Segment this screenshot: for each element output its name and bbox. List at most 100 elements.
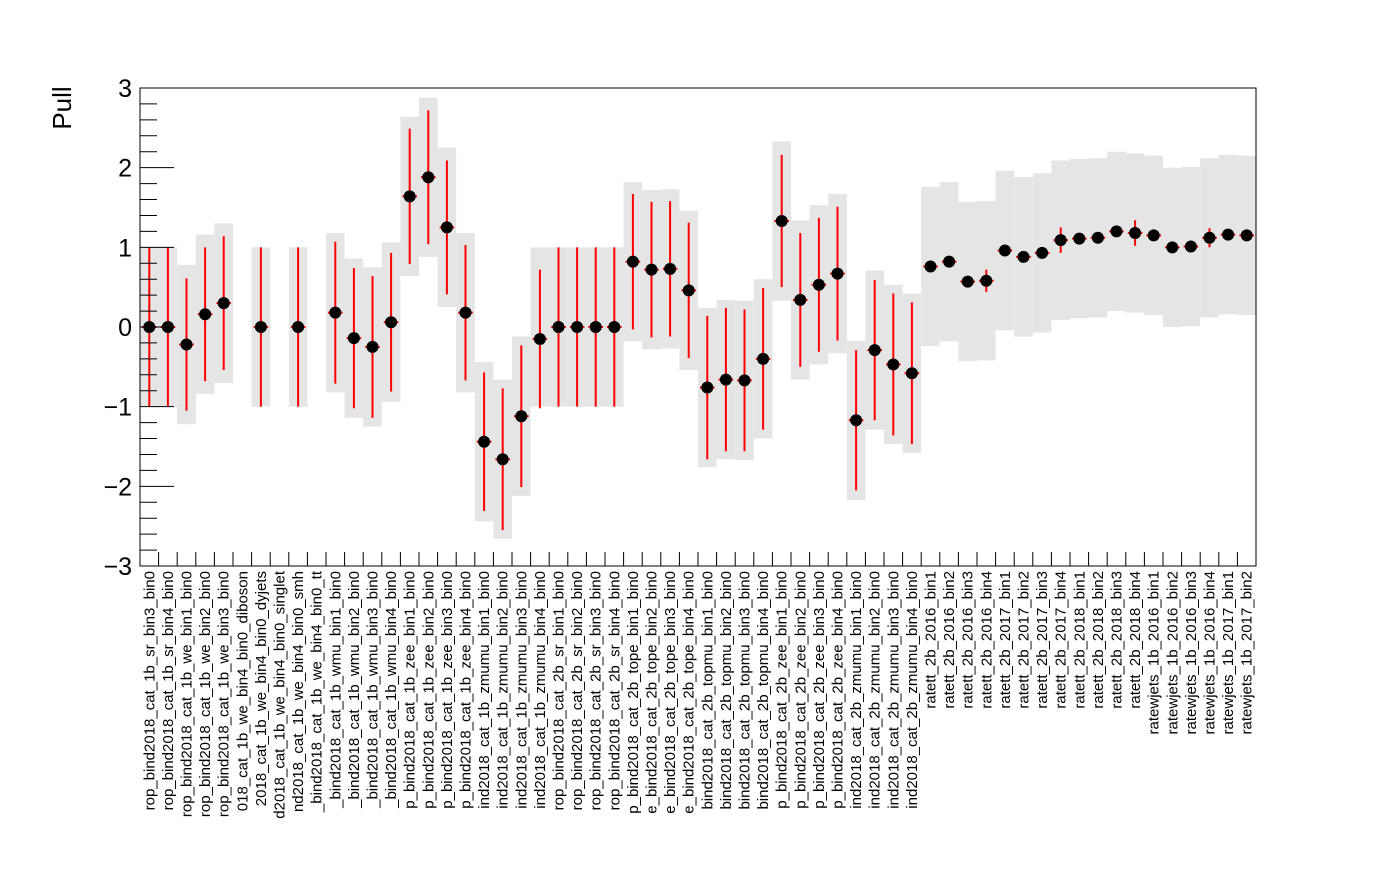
- pull-marker: [701, 381, 714, 394]
- x-tick-label: ind2018_cat_2b_zmumu_bin3_bin0: [885, 571, 902, 809]
- x-tick-label: rop_bind2018_cat_1b_we_bin3_bin0: [216, 571, 233, 817]
- x-tick-label: ratewjets_1b_2016_bin3: [1183, 571, 1200, 734]
- pull-marker: [347, 332, 360, 345]
- pull-marker: [515, 410, 528, 423]
- pull-marker: [571, 321, 584, 333]
- pull-marker: [496, 453, 509, 466]
- x-tick-label: ratett_2b_2016_bin1: [923, 571, 940, 709]
- x-tick-label: ratett_2b_2016_bin3: [960, 571, 977, 709]
- x-tick-label: rop_bind2018_cat_1b_sr_bin3_bin0: [141, 571, 158, 810]
- x-tick-label: ind2018_cat_2b_zmumu_bin2_bin0: [867, 571, 884, 809]
- x-tick-label: e_bind2018_cat_2b_tope_bin2_bin0: [644, 571, 661, 814]
- x-tick-label: ratewjets_1b_2016_bin4: [1202, 571, 1219, 734]
- pull-marker: [440, 221, 453, 234]
- uncertainty-bands: [140, 97, 1256, 539]
- x-tick-label: p_bind2018_cat_2b_zee_bin4_bin0: [830, 571, 847, 809]
- pull-marker: [738, 374, 751, 387]
- pull-marker: [664, 262, 677, 275]
- pull-marker: [1054, 234, 1067, 247]
- x-tick-label: ratett_2b_2018_bin1: [1071, 571, 1088, 709]
- pull-marker: [217, 297, 230, 310]
- x-tick-label: ind2018_cat_2b_zmumu_bin4_bin0: [904, 571, 921, 809]
- pull-marker: [254, 321, 267, 333]
- pull-marker: [1036, 246, 1049, 259]
- x-tick-label: ratett_2b_2017_bin3: [1034, 571, 1051, 709]
- pull-marker: [682, 284, 695, 297]
- x-tick-label: p_bind2018_cat_1b_zee_bin1_bin0: [402, 571, 419, 809]
- x-tick-label: ratett_2b_2016_bin4: [978, 571, 995, 709]
- x-tick-label: ratett_2b_2017_bin1: [997, 571, 1014, 709]
- x-tick-label: rop_bind2018_cat_2b_sr_bin2_bin0: [569, 571, 586, 810]
- pull-marker: [292, 321, 305, 333]
- x-tick-label: 2018_cat_1b_we_bin4_bin0_dyjets: [253, 571, 270, 806]
- x-tick-label: ratett_2b_2018_bin4: [1127, 571, 1144, 709]
- pull-marker: [589, 321, 602, 333]
- x-tick-label: rop_bind2018_cat_1b_we_bin1_bin0: [179, 571, 196, 817]
- pull-marker: [1129, 226, 1142, 239]
- x-tick-label: ratett_2b_2018_bin3: [1109, 571, 1126, 709]
- x-tick-label: p_bind2018_cat_2b_zee_bin3_bin0: [811, 571, 828, 809]
- x-tick-label: bind2018_cat_2b_topmu_bin4_bin0: [755, 571, 772, 810]
- y-tick-label: −1: [103, 394, 132, 422]
- pull-marker: [980, 274, 993, 287]
- pull-marker: [775, 215, 788, 228]
- x-tick-label: ratett_2b_2018_bin2: [1090, 571, 1107, 709]
- pull-marker: [645, 263, 658, 276]
- x-tick-label: p_bind2018_cat_2b_zee_bin2_bin0: [792, 571, 809, 809]
- x-tick-label: bind2018_cat_2b_topmu_bin1_bin0: [699, 571, 716, 810]
- pull-marker: [1110, 225, 1123, 238]
- pull-marker: [998, 244, 1011, 257]
- pull-marker: [199, 308, 212, 321]
- pull-marker: [831, 267, 844, 280]
- y-axis: 3 2 1 0 −1 −2 −3: [103, 75, 174, 581]
- x-tick-label: p_bind2018_cat_1b_zee_bin2_bin0: [420, 571, 437, 809]
- pull-marker: [403, 190, 416, 203]
- pull-marker: [478, 435, 491, 448]
- x-tick-label: _bind2018_cat_1b_we_bin4_bin0_tt: [309, 570, 326, 813]
- pull-marker: [1240, 229, 1253, 242]
- pull-marker: [385, 316, 398, 329]
- pull-marker: [1222, 228, 1235, 241]
- x-tick-label: bind2018_cat_2b_topmu_bin2_bin0: [718, 571, 735, 810]
- x-tick-label: ratett_2b_2017_bin2: [1016, 571, 1033, 709]
- x-tick-label: rop_bind2018_cat_2b_sr_bin3_bin0: [588, 571, 605, 810]
- x-tick-label: rop_bind2018_cat_2b_sr_bin1_bin0: [551, 571, 568, 810]
- pull-marker: [719, 373, 732, 386]
- pull-marker: [1017, 250, 1030, 263]
- x-tick-label: bind2018_cat_2b_topmu_bin3_bin0: [737, 571, 754, 810]
- x-tick-label: d2018_cat_1b_we_bin4_bin0_singlet: [272, 570, 289, 819]
- x-tick-label: ratett_2b_2016_bin2: [941, 571, 958, 709]
- pull-marker: [1184, 240, 1197, 253]
- x-tick-label: p_bind2018_cat_1b_zee_bin4_bin0: [458, 571, 475, 809]
- x-tick-label: rop_bind2018_cat_1b_we_bin2_bin0: [197, 571, 214, 817]
- x-tick-label: p_bind2018_cat_2b_zee_bin1_bin0: [774, 571, 791, 809]
- x-tick-label: _bind2018_cat_1b_wmu_bin3_bin0: [365, 571, 382, 809]
- pull-marker: [1203, 231, 1216, 244]
- y-tick-label: −3: [103, 553, 132, 581]
- x-tick-label: ratewjets_1b_2017_bin2: [1239, 571, 1256, 734]
- x-tick-label: _bind2018_cat_1b_wmu_bin1_bin0: [327, 571, 344, 809]
- pull-marker: [366, 340, 379, 353]
- pull-marker: [868, 344, 881, 357]
- pull-marker: [943, 255, 956, 268]
- x-tick-label: p_bind2018_cat_2b_tope_bin1_bin0: [625, 571, 642, 814]
- x-tick-label: e_bind2018_cat_2b_tope_bin3_bin0: [662, 571, 679, 814]
- pull-marker: [552, 321, 565, 333]
- x-tick-label: ind2018_cat_1b_zmumu_bin1_bin0: [476, 571, 493, 809]
- pull-marker: [850, 414, 863, 427]
- y-axis-label: Pull: [47, 86, 77, 129]
- pull-marker: [1147, 229, 1160, 242]
- x-tick-label: _bind2018_cat_1b_wmu_bin2_bin0: [346, 571, 363, 809]
- pull-marker: [329, 306, 342, 319]
- y-tick-label: 1: [118, 234, 132, 262]
- y-tick-label: −2: [103, 473, 132, 501]
- x-tick-label: _bind2018_cat_1b_wmu_bin4_bin0: [383, 571, 400, 809]
- pull-marker: [794, 293, 807, 306]
- pull-marker: [812, 278, 825, 291]
- pull-marker: [422, 171, 435, 184]
- pull-marker: [180, 338, 193, 351]
- x-tick-label: ind2018_cat_1b_zmumu_bin3_bin0: [513, 571, 530, 809]
- pull-marker: [1091, 231, 1104, 244]
- pull-marker: [608, 321, 621, 333]
